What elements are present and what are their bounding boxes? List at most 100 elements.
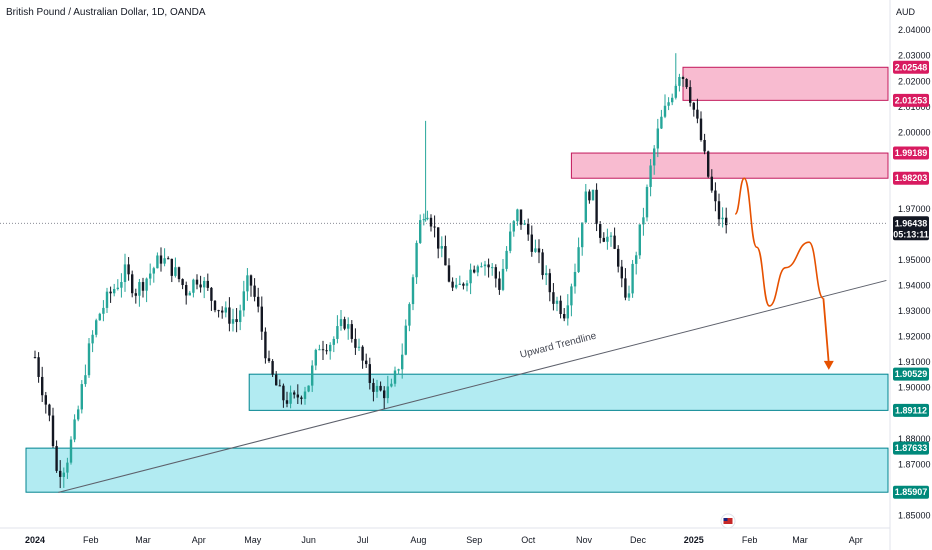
- candle-body: [120, 281, 123, 288]
- candle: [411, 274, 415, 311]
- candle: [595, 183, 598, 232]
- candle: [249, 274, 253, 297]
- candle: [188, 290, 191, 296]
- candle-body: [584, 191, 587, 223]
- candle-body: [134, 293, 137, 296]
- supply-top-tag: 1.99189: [895, 148, 928, 158]
- candle: [195, 274, 199, 290]
- candle: [242, 280, 245, 317]
- candle: [285, 391, 289, 408]
- candle: [181, 278, 184, 290]
- x-tick-label: Feb: [742, 535, 758, 545]
- candle-body: [131, 274, 134, 294]
- candle-body: [476, 266, 479, 273]
- candle-body: [138, 282, 141, 296]
- candle: [51, 407, 55, 448]
- candle: [534, 239, 537, 253]
- candle: [235, 308, 238, 333]
- candle: [159, 247, 163, 272]
- candle-body: [98, 313, 101, 321]
- candle-body: [314, 349, 317, 366]
- candle-body: [408, 304, 411, 326]
- candle-body: [390, 383, 393, 387]
- candle-body: [95, 320, 98, 335]
- candle-body: [37, 357, 40, 377]
- candle: [361, 345, 364, 369]
- candle-body: [318, 349, 321, 351]
- candle-body: [347, 324, 350, 329]
- candle-body: [285, 400, 289, 404]
- candle: [476, 264, 479, 277]
- candle: [725, 207, 728, 234]
- candle-body: [599, 224, 602, 238]
- y-tick-label: 1.85000: [898, 510, 931, 520]
- candle: [221, 306, 224, 319]
- candle: [437, 227, 440, 259]
- candle: [591, 189, 595, 201]
- candle-body: [267, 358, 271, 362]
- candle-body: [84, 375, 87, 385]
- candle: [703, 133, 706, 155]
- candle-body: [480, 266, 483, 268]
- projection-arrow-shaft: [822, 298, 830, 364]
- candle: [473, 265, 476, 274]
- candle-body: [365, 360, 368, 365]
- candle-body: [264, 331, 267, 359]
- candle-body: [278, 385, 281, 387]
- candle: [145, 277, 148, 303]
- demand-top-tag: 1.87633: [895, 443, 928, 453]
- candle-body: [339, 319, 343, 327]
- candle-body: [206, 280, 209, 288]
- candle: [293, 390, 296, 399]
- candle-body: [426, 217, 429, 220]
- candle-body: [368, 364, 371, 383]
- demand-bottom-tag-bg: [893, 403, 929, 417]
- candle-body: [505, 250, 508, 269]
- candle-body: [127, 264, 130, 275]
- candle-body: [91, 334, 94, 344]
- candle-body: [530, 234, 533, 252]
- candle: [541, 248, 544, 280]
- candle-body: [375, 385, 379, 392]
- candle: [41, 366, 44, 402]
- candle: [581, 222, 584, 256]
- candle-body: [725, 217, 728, 226]
- candle: [44, 391, 47, 414]
- candle: [415, 240, 418, 284]
- candle: [365, 353, 368, 368]
- candle-body: [231, 319, 235, 324]
- candle-body: [573, 271, 577, 287]
- candle-body: [415, 242, 418, 278]
- candle-body: [62, 472, 65, 477]
- demand-zone: [248, 373, 889, 411]
- candle: [84, 364, 87, 387]
- candle: [419, 214, 422, 245]
- candle: [483, 260, 487, 276]
- candle: [501, 258, 505, 292]
- candle: [717, 193, 721, 226]
- y-tick-label: 1.94000: [898, 281, 931, 291]
- current-price-tag-bg: [893, 216, 929, 241]
- candle: [109, 286, 112, 303]
- projection-path: [734, 177, 825, 307]
- candle-body: [282, 385, 285, 401]
- candle-body: [609, 235, 613, 237]
- candle: [617, 245, 620, 273]
- candle: [584, 183, 587, 223]
- candle-body: [696, 109, 699, 119]
- candle-body: [73, 419, 76, 440]
- candle-body: [591, 189, 595, 201]
- candle: [282, 383, 285, 408]
- candle: [699, 111, 703, 142]
- candle-body: [660, 116, 663, 129]
- candle: [73, 414, 76, 443]
- candle-body: [509, 231, 512, 251]
- candle-body: [707, 151, 710, 177]
- candle: [444, 235, 447, 266]
- candle-body: [51, 415, 55, 447]
- candle-body: [541, 252, 544, 276]
- candle: [77, 405, 80, 422]
- candle: [296, 384, 299, 405]
